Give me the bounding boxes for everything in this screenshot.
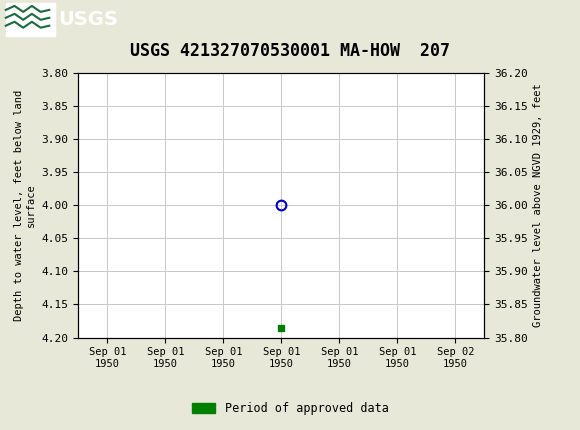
- FancyBboxPatch shape: [6, 3, 55, 37]
- Y-axis label: Depth to water level, feet below land
surface: Depth to water level, feet below land su…: [14, 90, 36, 321]
- Legend: Period of approved data: Period of approved data: [187, 397, 393, 420]
- Y-axis label: Groundwater level above NGVD 1929, feet: Groundwater level above NGVD 1929, feet: [534, 83, 543, 327]
- Text: USGS 421327070530001 MA-HOW  207: USGS 421327070530001 MA-HOW 207: [130, 42, 450, 60]
- Text: USGS: USGS: [58, 10, 118, 29]
